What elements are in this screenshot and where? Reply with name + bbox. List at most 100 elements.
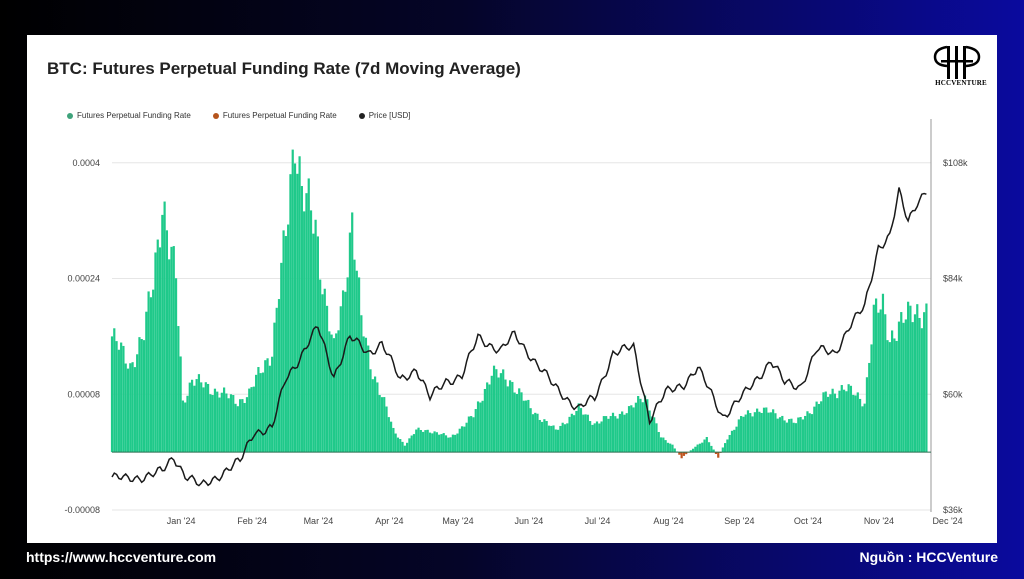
funding-bar [314,219,317,453]
funding-bar [165,230,169,453]
funding-bar [440,434,443,453]
funding-bar [145,311,148,453]
funding-bar [225,393,228,453]
funding-bar [357,277,361,453]
funding-bar [202,387,205,453]
footer-url[interactable]: https://www.hccventure.com [26,549,217,565]
funding-bar [840,385,843,453]
funding-bar [419,430,422,453]
funding-bar [618,413,621,453]
funding-bar [504,379,507,453]
funding-bar [547,425,551,453]
funding-bar [726,439,729,453]
funding-bar [836,398,839,453]
legend-label: Price [USD] [368,111,411,120]
funding-bar [605,416,608,453]
funding-bar [856,392,859,453]
x-tick-label: Mar '24 [304,516,334,526]
funding-bar [147,291,150,453]
funding-bar [415,429,418,453]
funding-bar [655,423,658,453]
funding-bar [204,382,207,453]
funding-bar [733,429,736,453]
funding-bar [113,328,116,453]
funding-bar [774,413,777,453]
funding-bar [595,421,599,453]
funding-bar [218,397,221,453]
funding-bar [863,403,866,453]
funding-bar [696,444,699,453]
funding-bar [490,375,493,453]
funding-bar [897,321,901,453]
funding-bar [566,423,569,453]
y-left-tick-label: -0.00008 [64,505,100,515]
funding-bar [550,425,553,453]
funding-bar [348,232,352,453]
funding-bar [472,417,475,453]
funding-bar [801,419,804,453]
funding-bar [534,412,537,453]
funding-bar [257,367,260,453]
funding-bar [785,422,788,453]
funding-bar [762,407,766,453]
funding-bar [486,382,489,453]
funding-bar [524,400,528,453]
funding-bar [538,419,541,453]
funding-bar [909,305,912,453]
funding-bar [168,259,171,453]
funding-bar [698,443,702,453]
funding-bar [703,439,706,453]
x-tick-label: Oct '24 [794,516,822,526]
legend-item-funding-negative[interactable]: Futures Perpetual Funding Rate [212,111,337,120]
funding-bar [241,399,244,453]
y-left-tick-label: 0.00008 [67,389,100,399]
legend-item-price[interactable]: Price [USD] [358,111,411,120]
funding-bar [849,385,853,453]
funding-bar [815,401,818,453]
funding-bar [390,421,393,453]
funding-bar [728,434,731,453]
y-right-tick-label: $84k [943,274,963,284]
funding-bar [362,336,365,453]
funding-bar [403,445,406,453]
funding-bar [380,397,384,453]
funding-bar [923,312,926,453]
funding-bar [303,211,306,453]
funding-bar [124,363,127,453]
funding-bar [458,428,461,453]
legend-dot [358,112,365,119]
funding-bar [730,430,734,453]
legend-dot [67,112,73,119]
funding-bar [579,408,583,453]
funding-bar [307,178,310,453]
funding-bar [623,414,626,453]
funding-bar [868,362,871,453]
funding-bar [184,402,187,453]
funding-bar [888,342,891,453]
funding-bar [463,426,466,453]
funding-bar [609,416,612,453]
funding-bar [325,305,329,453]
funding-bar [673,448,676,453]
funding-bar [707,442,711,453]
funding-bar [813,406,816,453]
funding-bar [531,414,535,453]
legend-item-funding-positive[interactable]: Futures Perpetual Funding Rate [67,111,191,120]
funding-bar [742,416,745,453]
funding-bar [872,304,875,453]
funding-bar [865,377,869,453]
funding-bar [852,394,855,453]
funding-bar [804,415,807,453]
funding-bar [918,317,921,453]
funding-bar [149,297,152,453]
funding-bar [907,301,910,453]
funding-bar [220,392,223,453]
funding-bar [321,294,324,453]
funding-bar [456,433,459,453]
funding-bar [637,396,640,453]
funding-bar [216,391,219,453]
funding-bar [369,369,372,453]
funding-bar [435,432,438,453]
funding-rate-chart: 0.0004 0.00024 0.00008 -0.00008 $108k $84k $60… [64,119,968,526]
funding-bar [607,418,610,453]
